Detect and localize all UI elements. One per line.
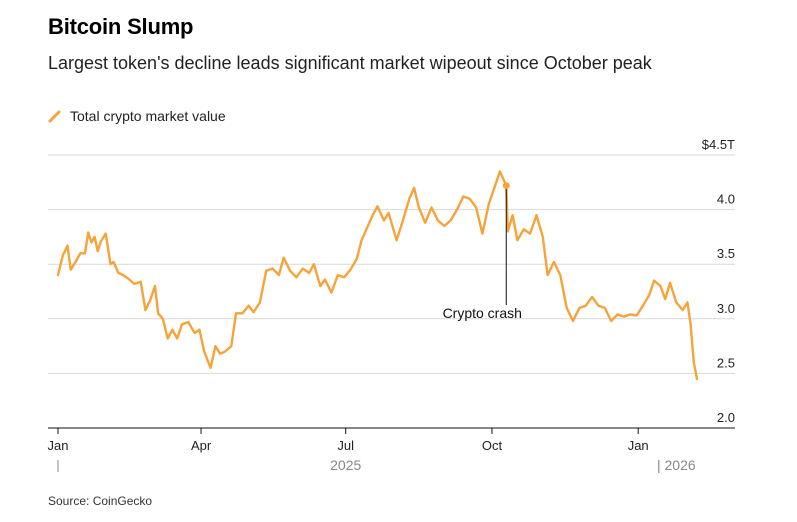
source-note: Source: CoinGecko [48,494,153,508]
annotation-label: Crypto crash [443,305,522,321]
y-tick-label: 3.5 [717,246,735,261]
year-label: | 2026 [657,457,696,473]
legend: Total crypto market value [48,108,226,124]
chart-subtitle: Largest token's decline leads significan… [48,53,652,73]
legend-label: Total crypto market value [70,108,226,124]
x-axis-years: 2025 | 2026 [330,457,696,473]
y-tick-label: 2.0 [717,410,735,425]
line-chart: $4.5T 4.0 3.5 3.0 2.5 2.0 Jan Apr Jul Oct Jan 202… [48,137,736,473]
legend-swatch-icon [48,110,61,123]
x-tick-label: Oct [482,438,503,453]
y-axis-labels: $4.5T 4.0 3.5 3.0 2.5 2.0 [702,137,735,425]
annotation-point [502,182,510,190]
y-tick-label: 4.0 [717,192,735,207]
x-tick-label: Jan [48,438,69,453]
x-axis-ticks: Jan Apr Jul Oct Jan [48,428,649,472]
year-label: 2025 [330,457,361,473]
x-tick-label: Apr [191,438,212,453]
chart-title: Bitcoin Slump [48,14,194,39]
grid-lines [48,154,735,374]
annotation-crypto-crash: Crypto crash [443,182,522,321]
x-tick-label: Jan [628,438,649,453]
y-tick-label: 2.5 [717,355,735,370]
y-tick-label: $4.5T [702,137,735,152]
series-line-total-crypto-market-value [56,170,699,381]
y-tick-label: 3.0 [717,301,735,316]
x-tick-label: Jul [337,438,354,453]
